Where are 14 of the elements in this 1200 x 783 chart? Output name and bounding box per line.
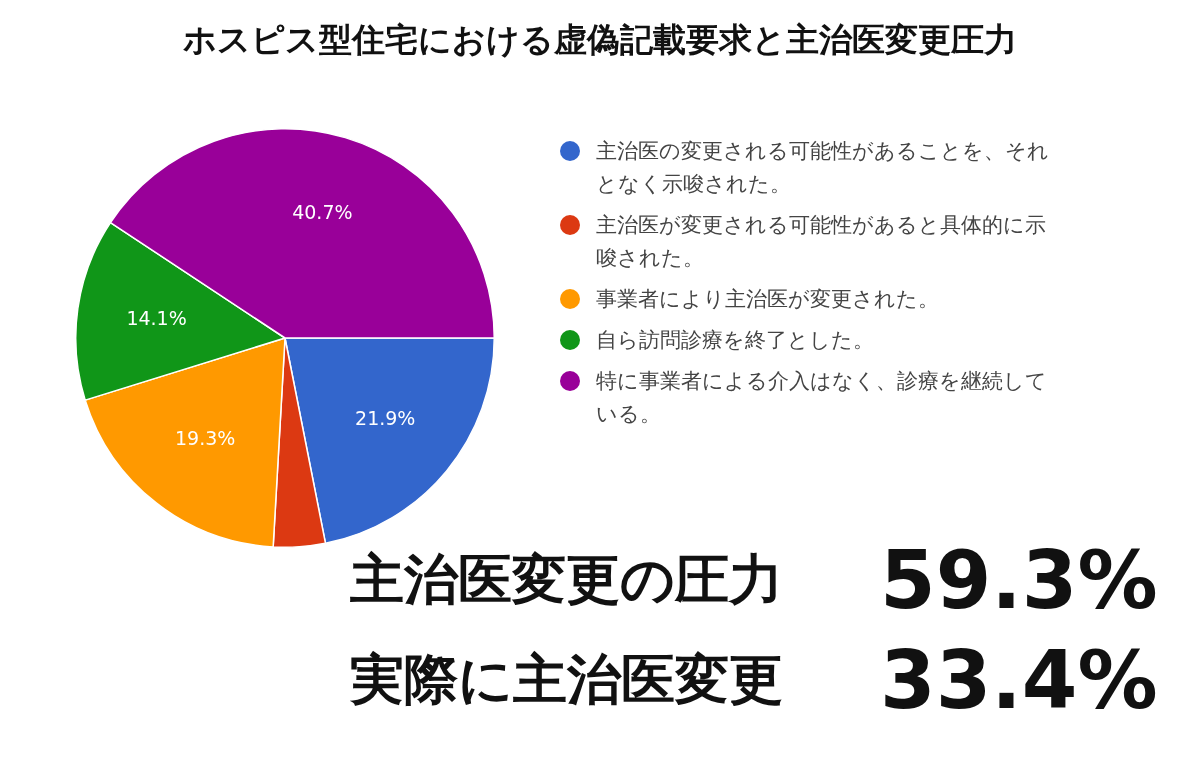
- data-label: 21.9%: [355, 407, 416, 430]
- data-label: 14.1%: [126, 306, 187, 329]
- text: 33.4%: [880, 633, 1158, 727]
- text: 主治医変更の圧力: [350, 546, 784, 613]
- data-label: 40.7%: [292, 200, 353, 223]
- chart-title: ホスピス型住宅における虚偽記載要求と主治医変更圧力: [182, 19, 1018, 61]
- legend-label: 事業者により主治医が変更された。: [596, 286, 940, 313]
- legend-label: 自ら訪問診療を終了とした。: [596, 327, 875, 354]
- text: 実際に主治医変更: [350, 646, 784, 713]
- legend-label: 主治医が変更される可能性があると具体的に示唆された。: [596, 212, 1047, 272]
- legend-label: 特に事業者による介入はなく、診療を継続している。: [596, 368, 1048, 428]
- legend-label: 主治医の変更される可能性があることを、それとなく示唆された。: [596, 138, 1050, 198]
- data-label: 19.3%: [174, 427, 236, 450]
- text: 59.3%: [880, 533, 1158, 627]
